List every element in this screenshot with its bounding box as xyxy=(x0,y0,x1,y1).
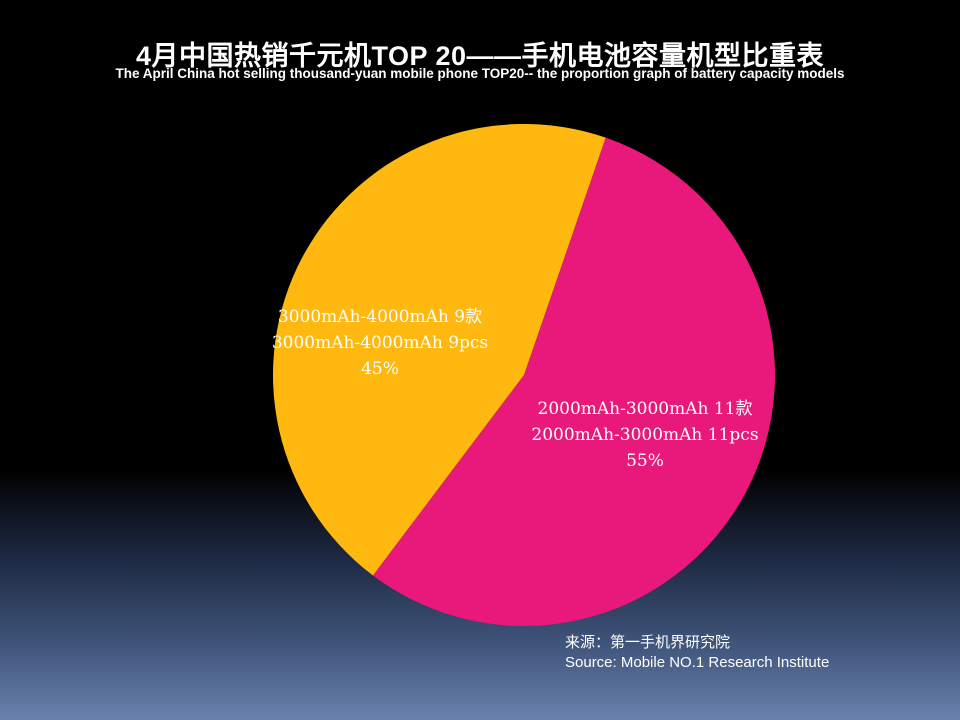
pie-slice-3000-4000 xyxy=(272,123,606,576)
source-en: Source: Mobile NO.1 Research Institute xyxy=(565,654,830,671)
source-cn: 来源：第一手机界研究院 xyxy=(565,634,731,651)
slice-label-3000-4000: 3000mAh-4000mAh 9款 3000mAh-4000mAh 9pcs … xyxy=(250,304,510,382)
pie-slice-2000-3000 xyxy=(372,137,775,626)
slice-label-2000-3000: 2000mAh-3000mAh 11款 2000mAh-3000mAh 11pc… xyxy=(510,396,780,474)
slice-label-cn: 2000mAh-3000mAh 11款 xyxy=(537,399,753,419)
slice-label-en: 2000mAh-3000mAh 11pcs xyxy=(531,425,759,445)
source-note: 来源：第一手机界研究院 Source: Mobile NO.1 Research… xyxy=(565,633,829,673)
slice-percent: 55% xyxy=(626,451,664,471)
slice-label-en: 3000mAh-4000mAh 9pcs xyxy=(271,333,489,353)
chart-subtitle: The April China hot selling thousand-yua… xyxy=(115,66,845,81)
chart-title: 4月中国热销千元机TOP 20——手机电池容量机型比重表 xyxy=(135,41,825,71)
slice-label-cn: 3000mAh-4000mAh 9款 xyxy=(277,307,483,327)
slice-percent: 45% xyxy=(361,359,399,379)
